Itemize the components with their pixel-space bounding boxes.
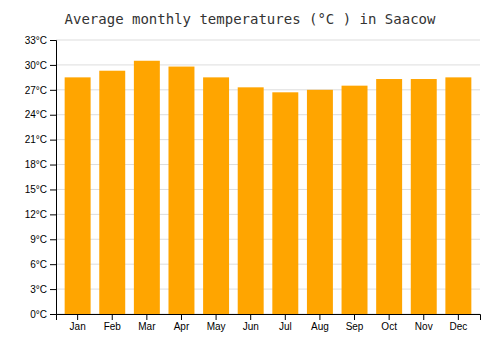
tick: 18°C [25, 159, 56, 170]
tick-label: 15°C [25, 184, 47, 195]
tick-mark [423, 314, 424, 320]
tick: Dec [449, 314, 467, 332]
tick-label: 27°C [25, 85, 47, 96]
tick: Nov [415, 314, 433, 332]
grid-line [56, 64, 480, 65]
tick: 27°C [25, 85, 56, 96]
tick: Jan [70, 314, 86, 332]
tick: 12°C [25, 209, 56, 220]
tick-mark [216, 314, 217, 320]
tick-label: Jan [70, 321, 86, 332]
tick-mark [250, 314, 251, 320]
tick-label: Nov [415, 321, 433, 332]
tick: 0°C [30, 309, 56, 320]
tick: Mar [138, 314, 156, 332]
tick-mark [50, 140, 56, 141]
tick-label: 6°C [30, 259, 47, 270]
tick-label: May [207, 321, 226, 332]
tick-mark [77, 314, 78, 320]
tick: 6°C [30, 259, 56, 270]
tick-label: 18°C [25, 159, 47, 170]
tick: Apr [174, 314, 190, 332]
tick: Sep [346, 314, 364, 332]
tick-label: Oct [381, 321, 397, 332]
tick: Oct [381, 314, 397, 332]
tick-mark [458, 314, 459, 320]
bar [238, 87, 264, 314]
tick: Jun [243, 314, 259, 332]
tick: 33°C [25, 35, 56, 46]
tick-label: Feb [104, 321, 122, 332]
tick-mark [354, 314, 355, 320]
chart: 0°C 3°C 6°C 9°C 12°C 15°C 18°C 21°C 24°C 27°C 30°C… [0, 0, 500, 350]
tick: 21°C [25, 134, 56, 145]
tick: Feb [104, 314, 122, 332]
tick: 24°C [25, 109, 56, 120]
tick: 9°C [30, 234, 56, 245]
tick-mark [50, 189, 56, 190]
tick-mark [50, 239, 56, 240]
axis-line [50, 41, 57, 315]
tick-mark [181, 314, 182, 320]
tick-label: Jul [279, 321, 292, 332]
bar [134, 61, 160, 314]
tick-label: Aug [311, 321, 329, 332]
tick-label: Dec [449, 321, 467, 332]
tick-label: 9°C [30, 234, 47, 245]
tick: 30°C [25, 60, 56, 71]
tick-label: 30°C [25, 60, 47, 71]
tick: 3°C [30, 284, 56, 295]
tick-label: Sep [346, 321, 364, 332]
tick-label: Mar [138, 321, 156, 332]
tick-mark [50, 314, 56, 315]
tick: 15°C [25, 184, 56, 195]
tick-label: Apr [174, 321, 190, 332]
bar [203, 77, 229, 314]
x-axis: Jan Feb Mar Apr May Jun Jul Aug Sep Oct Nov Dec [57, 314, 481, 332]
tick-mark [50, 65, 56, 66]
tick: Jul [279, 314, 292, 332]
bar [168, 67, 194, 314]
tick-mark [50, 90, 56, 91]
y-axis: 0°C 3°C 6°C 9°C 12°C 15°C 18°C 21°C 24°C 27°C 30°C… [25, 35, 57, 320]
bar [376, 79, 402, 314]
grid [56, 40, 480, 314]
grid-line [56, 40, 480, 41]
tick-mark [319, 314, 320, 320]
tick-mark [389, 314, 390, 320]
bar [445, 77, 471, 314]
title: Average monthly temperatures (°C ) in Sa… [65, 11, 436, 27]
tick-mark [50, 165, 56, 166]
bar [307, 90, 333, 314]
tick-label: Jun [243, 321, 259, 332]
bar [65, 77, 91, 314]
tick-label: 3°C [30, 284, 47, 295]
tick-mark [50, 214, 56, 215]
tick-mark [50, 289, 56, 290]
bar [411, 79, 437, 314]
tick-label: 12°C [25, 209, 47, 220]
tick-label: 24°C [25, 109, 47, 120]
axis-line [57, 315, 481, 321]
bar [342, 86, 368, 314]
tick-mark [112, 314, 113, 320]
tick-label: 33°C [25, 35, 47, 46]
tick: Aug [311, 314, 329, 332]
bars [65, 61, 472, 314]
tick-mark [50, 115, 56, 116]
bar [99, 71, 125, 314]
tick: May [207, 314, 226, 332]
bar [272, 92, 298, 314]
tick-mark [50, 40, 56, 41]
tick-label: 0°C [30, 309, 47, 320]
tick-mark [146, 314, 147, 320]
tick-mark [50, 264, 56, 265]
tick-mark [285, 314, 286, 320]
plot: 0°C 3°C 6°C 9°C 12°C 15°C 18°C 21°C 24°C 27°C 30°C… [25, 35, 481, 332]
tick-label: 21°C [25, 134, 47, 145]
